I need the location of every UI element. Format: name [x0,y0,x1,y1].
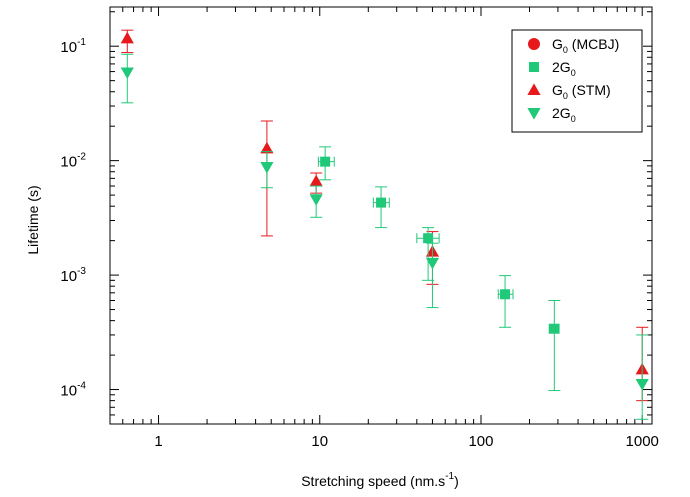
y-tick-label: 10-3 [60,266,86,285]
data-point [376,197,387,208]
y-tick-label: 10-4 [60,381,86,400]
legend-label-sub: 0 [563,91,568,101]
y-tick-base: 10 [60,383,77,400]
y-tick-base: 10 [60,39,77,56]
legend-label: G0 (STM) [552,82,611,101]
y-tick-exponent: -4 [77,381,86,392]
y-axis-title: Lifetime (s) [25,185,41,254]
y-tick-exponent: -3 [77,266,86,277]
series-3 [120,53,649,420]
data-point [260,141,274,154]
data-point [120,31,134,44]
data-point [549,323,560,334]
data-point [120,67,134,80]
data-point [320,156,331,167]
legend-marker [529,62,539,72]
y-tick-exponent: -2 [77,152,86,163]
y-tick-labels: 10-110-210-310-4 [60,37,86,399]
legend-label-sub: 0 [571,114,576,124]
legend-label-rest: (STM) [568,82,611,98]
data-point [423,233,434,244]
legend-label-main: 2G [552,59,571,75]
x-tick-label: 10 [311,433,328,450]
data-point [635,378,649,391]
x-tick-labels: 1 10 100 1000 [154,433,659,450]
data-point [260,162,274,174]
x-tick-label: 1 [154,433,162,450]
legend-label-sub: 0 [563,45,568,55]
legend-marker [527,83,541,95]
x-axis-title-main: Stretching speed (nm.s [301,473,445,489]
legend-marker [528,38,540,50]
x-axis-title-end: ) [454,473,459,489]
y-tick-base: 10 [60,154,77,171]
legend-label: 2G0 [552,59,576,78]
data-point [309,194,323,206]
legend-label-main: G [552,36,563,52]
x-axis-title: Stretching speed (nm.s-1) [301,471,459,489]
series-1 [317,146,561,392]
y-tick-base: 10 [60,268,77,285]
legend-label-rest: (MCBJ) [568,36,619,52]
y-tick-exponent: -1 [77,37,86,48]
axis-ticks [109,7,652,425]
y-tick-label: 10-2 [60,152,86,171]
legend-label-main: G [552,82,563,98]
y-tick-label: 10-1 [60,37,86,56]
legend-label: 2G0 [552,105,576,124]
data-point [500,289,511,300]
x-tick-label: 1000 [626,433,659,450]
legend-label-main: 2G [552,105,571,121]
legend-marker [527,108,541,120]
legend-label-sub: 0 [571,68,576,78]
plot-frame [109,6,653,425]
x-tick-label: 100 [468,433,493,450]
data-point [425,257,440,270]
plot-border [109,6,653,425]
x-axis-title-sup: -1 [445,471,454,482]
data-point [309,174,323,187]
legend-label: G0 (MCBJ) [552,36,619,55]
data-marks [120,29,649,420]
